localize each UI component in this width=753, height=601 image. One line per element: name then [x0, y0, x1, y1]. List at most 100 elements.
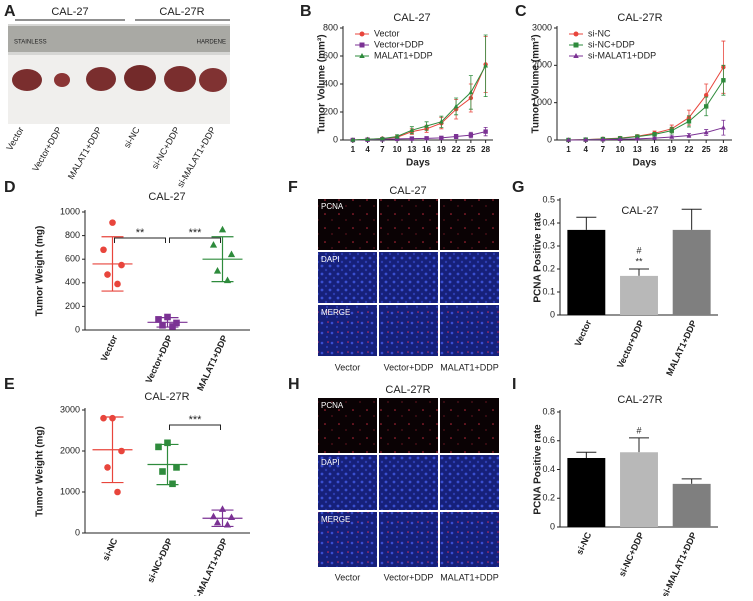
significance-label: # — [636, 425, 641, 435]
x-tick-label: 25 — [466, 145, 475, 154]
y-axis-label: Tumor Volume (mm³) — [531, 34, 542, 133]
x-tick-label: 7 — [601, 145, 606, 154]
marker — [704, 104, 708, 108]
micrograph — [379, 199, 438, 250]
row-label: DAPI — [321, 458, 340, 467]
micro-title: CAL-27R — [385, 384, 430, 396]
micro-title: CAL-27 — [389, 185, 426, 197]
x-tick-label: Vector+DDP — [615, 319, 646, 370]
micrograph — [379, 455, 438, 510]
column-label: MALAT1+DDP — [440, 362, 499, 372]
series-line — [353, 66, 486, 140]
panel-letter: B — [300, 3, 312, 20]
bar — [620, 452, 658, 527]
series-line — [568, 80, 723, 140]
tumor — [164, 66, 196, 92]
sample-label: si-MALAT1+DDP — [175, 125, 218, 189]
marker — [118, 262, 125, 269]
y-tick-label: 1000 — [60, 206, 80, 216]
x-tick-label: Vector — [99, 333, 120, 363]
x-tick-label: si-NC+DDP — [145, 537, 174, 585]
micrograph — [440, 252, 499, 303]
marker — [454, 134, 458, 138]
marker — [410, 136, 414, 140]
x-tick-label: MALAT1+DDP — [195, 334, 229, 393]
significance-label: ** — [136, 227, 145, 239]
marker — [721, 78, 725, 82]
y-tick-label: 0.8 — [542, 406, 555, 416]
sample-label: MALAT1+DDP — [66, 125, 104, 181]
bar — [567, 458, 605, 527]
marker — [159, 468, 166, 475]
row-label: MERGE — [321, 515, 350, 524]
marker — [574, 32, 579, 37]
y-tick-label: 200 — [65, 301, 80, 311]
marker — [109, 219, 116, 226]
y-tick-label: 0 — [75, 527, 80, 537]
y-tick-label: 600 — [65, 254, 80, 264]
significance-label: # — [636, 245, 641, 255]
x-tick-label: 19 — [437, 145, 446, 154]
x-tick-label: 19 — [667, 145, 676, 154]
x-tick-label: MALAT1+DDP — [664, 319, 698, 378]
sample-label: si-NC — [122, 125, 142, 150]
marker — [670, 128, 674, 132]
error-bar — [682, 479, 702, 484]
y-tick-label: 0 — [550, 521, 555, 531]
column-label: Vector — [335, 572, 361, 582]
y-tick-label: 1000 — [532, 97, 552, 107]
x-tick-label: Vector+DDP — [144, 334, 175, 385]
series-line — [568, 67, 723, 140]
y-tick-label: 0.2 — [542, 493, 555, 503]
sample-label: Vector+DDP — [30, 125, 64, 173]
marker — [169, 481, 176, 488]
x-tick-label: si-NC — [574, 530, 593, 556]
micrograph — [440, 305, 499, 356]
bar — [567, 230, 605, 315]
y-tick-label: 0.2 — [542, 263, 555, 273]
x-tick-label: 28 — [719, 145, 728, 154]
marker — [439, 136, 443, 140]
y-tick-label: 0.4 — [542, 217, 555, 227]
tumor — [12, 69, 42, 91]
x-axis-label: Days — [406, 158, 430, 169]
micrograph — [379, 252, 438, 303]
marker — [118, 448, 125, 455]
chart-title: CAL-27R — [144, 391, 189, 403]
x-tick-label: 4 — [583, 145, 588, 154]
panel-letter: E — [4, 376, 15, 393]
x-tick-label: 10 — [616, 145, 625, 154]
micrograph — [379, 398, 438, 453]
panel-letter: C — [515, 3, 527, 20]
marker — [228, 513, 235, 520]
row-label: PCNA — [321, 401, 344, 410]
y-tick-label: 0 — [547, 134, 552, 144]
y-tick-label: 3000 — [532, 22, 552, 32]
group-label: CAL-27 — [51, 6, 88, 18]
x-tick-label: si-MALAT1+DDP — [660, 531, 699, 596]
error-bar — [629, 269, 649, 276]
marker — [114, 281, 121, 288]
x-tick-label: si-NC+DDP — [617, 531, 646, 579]
chart-title: CAL-27 — [393, 12, 430, 24]
y-tick-label: 600 — [323, 50, 338, 60]
x-tick-label: 1 — [351, 145, 356, 154]
micrograph — [440, 398, 499, 453]
bar — [673, 484, 711, 527]
x-tick-label: 1 — [566, 145, 571, 154]
error-bar — [576, 217, 596, 230]
y-tick-label: 0.6 — [542, 435, 555, 445]
tray — [8, 55, 230, 124]
x-tick-label: Vector — [573, 318, 594, 348]
marker — [104, 464, 111, 471]
legend-label: si-NC — [588, 28, 611, 38]
series-line — [353, 64, 486, 140]
chart-title: CAL-27R — [617, 394, 662, 406]
significance-label: *** — [189, 227, 203, 239]
sample-label: si-NC+DDP — [150, 125, 182, 171]
y-tick-label: 0.5 — [542, 194, 555, 204]
ruler-text: STAINLESS — [14, 40, 47, 46]
x-tick-label: 22 — [452, 145, 461, 154]
row-label: MERGE — [321, 308, 350, 317]
